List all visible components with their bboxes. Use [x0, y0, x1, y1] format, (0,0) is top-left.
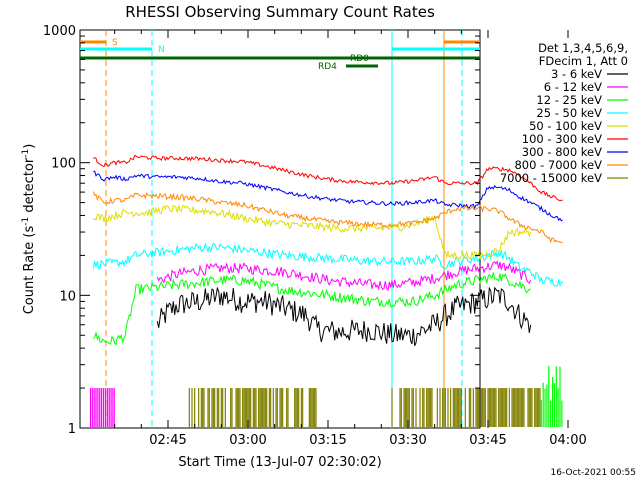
- x-tick-label-3: 03:30: [389, 433, 426, 448]
- series-0: [156, 286, 532, 346]
- chart-title: RHESSI Observing Summary Count Rates: [125, 3, 435, 21]
- x-tick-label-5: 04:00: [549, 433, 586, 448]
- x-tick-label-4: 03:45: [469, 433, 506, 448]
- series-4-line: [92, 204, 532, 261]
- state-markers: S N RD0 RD4: [80, 30, 480, 428]
- series-4: [92, 204, 532, 261]
- legend-label-2: 12 - 25 keV: [536, 93, 602, 107]
- legend-label-1: 6 - 12 keV: [544, 80, 602, 94]
- y-axis-label: Count Rate (s-1 detector-1): [21, 144, 37, 315]
- timestamp: 16-Oct-2021 00:55: [551, 468, 636, 478]
- legend-label-8: 7000 - 15000 keV: [500, 171, 602, 185]
- low-count-bursts: [89, 365, 563, 427]
- series-6: [93, 170, 563, 222]
- state-annotation-1: N: [158, 45, 165, 55]
- legend-header-2: FDecim 1, Att 0: [539, 54, 628, 68]
- x-tick-label-1: 03:00: [229, 433, 266, 448]
- series-2-line: [93, 272, 531, 346]
- series-0-line: [156, 286, 532, 346]
- legend-label-5: 100 - 300 keV: [522, 132, 602, 146]
- x-axis-ticks: 02:45 03:00 03:15 03:30 03:45 04:00: [114, 30, 587, 448]
- series-5-line: [93, 154, 563, 202]
- legend-header-1: Det 1,3,4,5,6,9,: [538, 41, 628, 55]
- legend: Det 1,3,4,5,6,9, FDecim 1, Att 0 3 - 6 k…: [500, 41, 628, 185]
- legend-label-7: 800 - 7000 keV: [514, 158, 602, 172]
- x-tick-label-0: 02:45: [149, 433, 186, 448]
- series-2: [93, 272, 531, 346]
- x-axis-label: Start Time (13-Jul-07 02:30:02): [178, 455, 381, 470]
- plot-frame: [79, 29, 481, 429]
- series-5: [93, 154, 563, 202]
- legend-label-3: 25 - 50 keV: [536, 106, 602, 120]
- state-annotation-3: RD4: [318, 62, 337, 72]
- legend-label-0: 3 - 6 keV: [551, 67, 602, 81]
- series-8: [188, 388, 541, 427]
- x-tick-label-2: 03:15: [309, 433, 346, 448]
- y-tick-label-2: 100: [51, 157, 76, 172]
- legend-label-4: 50 - 100 keV: [529, 119, 602, 133]
- series-7: [92, 191, 563, 244]
- series-6-line: [93, 170, 563, 222]
- series-3-line: [92, 242, 563, 288]
- series-7-line: [92, 191, 563, 244]
- series-1: [156, 259, 532, 292]
- legend-label-6: 300 - 800 keV: [522, 145, 602, 159]
- series-3: [92, 242, 563, 288]
- y-tick-label-0: 1: [68, 422, 76, 437]
- series-layer: [89, 154, 563, 427]
- y-tick-label-3: 1000: [43, 24, 76, 39]
- series-1-line: [156, 259, 532, 292]
- state-annotation-2: RD0: [350, 54, 369, 64]
- y-tick-label-1: 10: [59, 289, 76, 304]
- state-annotation-0: S: [112, 38, 118, 48]
- y-axis-ticks: 1 10 100 1000: [43, 24, 480, 437]
